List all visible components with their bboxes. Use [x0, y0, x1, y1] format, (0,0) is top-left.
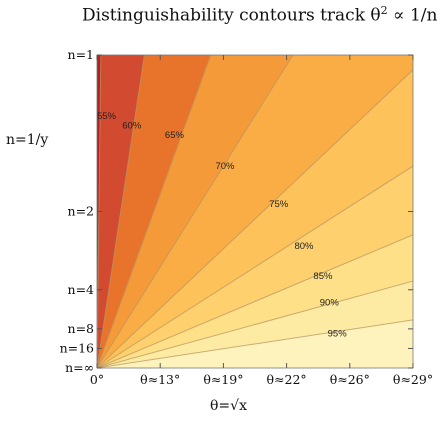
contour-line-95pct — [96, 319, 414, 369]
contour-label: 95% — [328, 329, 348, 340]
contour-line-75pct — [96, 69, 414, 369]
chart-title-tail: ∝ 1/n — [387, 5, 438, 26]
contour-label: 85% — [313, 271, 333, 282]
y-axis-label: n=1/y — [6, 132, 49, 148]
contour-line-65pct — [96, 54, 212, 369]
contour-line-60pct — [96, 54, 145, 369]
contour-label: 75% — [269, 199, 289, 210]
contour-label: 65% — [165, 130, 185, 141]
chart-title: Distinguishability contours track θ2 ∝ 1… — [82, 4, 437, 26]
x-tick-label: θ≈19° — [203, 372, 243, 387]
x-axis-label: θ=√x — [210, 398, 247, 414]
x-tick-label: θ≈29° — [393, 372, 433, 387]
chart-title-superscript: 2 — [380, 4, 388, 17]
contour-lines — [96, 54, 414, 369]
y-tick-label: n=4 — [68, 282, 95, 297]
contour-labels: 55% 60% 65% 70% 75% 80% 85% 90% 95% — [97, 111, 347, 340]
x-tick-label: θ≈26° — [330, 372, 370, 387]
contour-line-80pct — [96, 165, 414, 369]
contour-label: 60% — [122, 121, 142, 132]
y-tick-label: n=1 — [68, 47, 94, 62]
contour-line-90pct — [96, 280, 414, 369]
contour-regions — [97, 55, 413, 369]
y-tick-label: n=∞ — [65, 360, 94, 375]
axis-ticks: 0° θ≈13° θ≈19° θ≈22° θ≈26° θ≈29° n=1 n=2 n=4 n=8 n… — [60, 47, 434, 387]
contour-line-85pct — [96, 234, 414, 369]
contour-line-70pct — [96, 54, 294, 369]
x-tick-label: 0° — [90, 372, 104, 387]
y-tick-label: n=2 — [68, 204, 94, 219]
contour-label: 90% — [320, 297, 340, 308]
chart-title-main: Distinguishability contours track θ — [82, 5, 381, 26]
contour-label: 80% — [294, 241, 314, 252]
x-tick-label: θ≈13° — [140, 372, 180, 387]
y-tick-label: n=16 — [60, 340, 94, 355]
y-tick-label: n=8 — [68, 321, 95, 336]
x-tick-label: θ≈22° — [267, 372, 307, 387]
contour-label: 55% — [97, 111, 117, 122]
contour-label: 70% — [215, 161, 235, 172]
